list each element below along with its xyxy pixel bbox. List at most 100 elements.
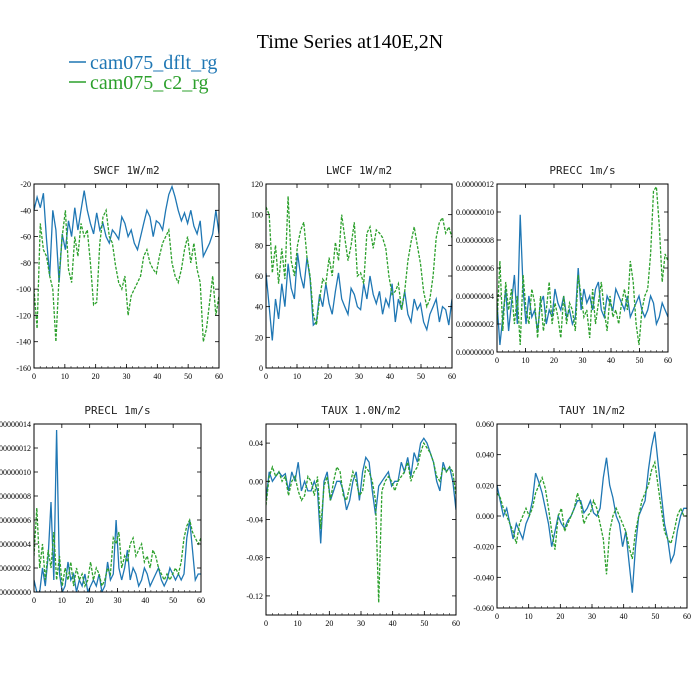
- panels: SWCF 1W/m2 0 10 20 30 40 50 60 -20 -40 -60 -80 -100 -…: [0, 164, 691, 628]
- y-tick-label: 00000006: [0, 516, 31, 525]
- x-tick-label: 20: [556, 612, 564, 621]
- x-tick-label: 30: [588, 612, 596, 621]
- y-tick-label: 0.00000012: [456, 180, 494, 189]
- y-tick-label: -0.040: [473, 573, 494, 582]
- x-tick-label: 30: [357, 619, 365, 628]
- y-tick-label: 00000000: [0, 588, 31, 597]
- x-tick-label: 50: [420, 619, 428, 628]
- x-tick-label: 40: [153, 372, 161, 381]
- series-line-1: [266, 252, 452, 341]
- y-tick-label: 0.060: [476, 420, 494, 429]
- x-tick-label: 0: [495, 356, 499, 365]
- x-tick-label: 10: [293, 372, 301, 381]
- x-tick-label: 30: [579, 356, 587, 365]
- x-tick-label: 60: [197, 596, 205, 605]
- panel-title: TAUX 1.0N/m2: [321, 404, 400, 417]
- x-tick-label: 0: [32, 372, 36, 381]
- y-tick-label: 0.00000004: [456, 292, 494, 301]
- legend: cam075_dflt_rg cam075_c2_rg: [69, 52, 217, 94]
- x-tick-label: 40: [620, 612, 628, 621]
- y-tick-label: 00000012: [0, 444, 31, 453]
- x-tick-label: 10: [58, 596, 66, 605]
- panel-6: TAUY 1N/m2 0 10 20 30 40 50 60 0.060 0.040 0.020 0.…: [473, 404, 691, 621]
- x-tick-label: 50: [417, 372, 425, 381]
- y-tick-label: 0.00000000: [456, 348, 494, 357]
- plot-frame: [496, 423, 688, 609]
- y-tick-label: 0.00000002: [456, 320, 494, 329]
- x-tick-label: 30: [355, 372, 363, 381]
- x-tick-label: 20: [86, 596, 94, 605]
- panel-3: PRECC 1m/s 0 10 20 30 40 50 60 0.00000012 0.00000…: [456, 164, 672, 365]
- y-tick-label: 100: [251, 211, 263, 220]
- plot-frame: [265, 423, 457, 616]
- y-tick-label: -0.08: [246, 554, 263, 563]
- x-tick-label: 0: [264, 372, 268, 381]
- panel-2: LWCF 1W/m2 0 10 20 30 40 50 60 0 20 40 60 80 100 120: [251, 164, 456, 381]
- y-tick-label: 20: [255, 333, 263, 342]
- y-tick-label: -0.04: [246, 516, 263, 525]
- series-line-2: [266, 441, 456, 603]
- legend-label-1: cam075_dflt_rg: [90, 52, 217, 74]
- y-tick-label: 0.000: [476, 512, 494, 521]
- x-tick-label: 60: [452, 619, 460, 628]
- y-tick-label: -100: [16, 285, 31, 294]
- x-tick-label: 0: [264, 619, 268, 628]
- x-tick-label: 0: [32, 596, 36, 605]
- series-line-2: [34, 507, 201, 588]
- panel-5: TAUX 1.0N/m2 0 10 20 30 40 50 60 0.04 0.00 -0.04 -0…: [246, 404, 460, 628]
- y-tick-label: 00000010: [0, 468, 31, 477]
- series-line-1: [497, 214, 668, 346]
- x-tick-label: 0: [495, 612, 499, 621]
- x-tick-label: 20: [325, 619, 333, 628]
- y-tick-label: 00000008: [0, 492, 31, 501]
- y-tick-label: 0.040: [476, 451, 494, 460]
- series-line-2: [497, 459, 687, 575]
- y-tick-label: 0.00000006: [456, 264, 494, 273]
- y-tick-label: -80: [20, 259, 31, 268]
- x-tick-label: 30: [114, 596, 122, 605]
- x-tick-label: 40: [386, 372, 394, 381]
- series-line-1: [34, 184, 219, 283]
- legend-entry-1: cam075_dflt_rg: [69, 52, 217, 74]
- y-tick-label: -60: [20, 233, 31, 242]
- y-tick-label: -0.020: [473, 543, 494, 552]
- figure-title: Time Series at140E,2N: [257, 31, 443, 53]
- panel-title: PRECC 1m/s: [549, 164, 615, 177]
- y-tick-label: 00000002: [0, 564, 31, 573]
- x-tick-label: 20: [324, 372, 332, 381]
- y-tick-label: 0.04: [249, 439, 263, 448]
- x-tick-label: 50: [184, 372, 192, 381]
- series-line-1: [266, 437, 456, 544]
- y-tick-label: -0.12: [246, 592, 263, 601]
- y-tick-label: -40: [20, 206, 31, 215]
- x-tick-label: 10: [522, 356, 530, 365]
- y-tick-label: 0.00: [249, 477, 263, 486]
- y-tick-label: 40: [255, 303, 263, 312]
- x-tick-label: 10: [294, 619, 302, 628]
- y-tick-label: -160: [16, 364, 31, 373]
- x-tick-label: 20: [550, 356, 558, 365]
- legend-entry-2: cam075_c2_rg: [69, 72, 209, 94]
- x-tick-label: 50: [651, 612, 659, 621]
- panel-1: SWCF 1W/m2 0 10 20 30 40 50 60 -20 -40 -60 -80 -100 -…: [16, 164, 223, 381]
- x-tick-label: 30: [123, 372, 131, 381]
- panel-title: PRECL 1m/s: [84, 404, 150, 417]
- x-tick-label: 60: [664, 356, 672, 365]
- panel-title: LWCF 1W/m2: [326, 164, 392, 177]
- y-tick-label: -0.060: [473, 604, 494, 613]
- series-line-2: [497, 184, 668, 346]
- y-tick-label: 120: [251, 180, 263, 189]
- x-tick-label: 60: [215, 372, 223, 381]
- x-tick-label: 20: [92, 372, 100, 381]
- y-tick-label: -20: [20, 180, 31, 189]
- series-line-2: [266, 196, 452, 326]
- y-tick-label: 0.00000008: [456, 236, 494, 245]
- x-tick-label: 60: [448, 372, 456, 381]
- y-tick-label: 60: [255, 272, 263, 281]
- series-line-1: [497, 431, 687, 593]
- series-line-1: [34, 429, 201, 592]
- y-tick-label: 0.020: [476, 481, 494, 490]
- panel-title: SWCF 1W/m2: [93, 164, 159, 177]
- y-tick-label: -120: [16, 311, 31, 320]
